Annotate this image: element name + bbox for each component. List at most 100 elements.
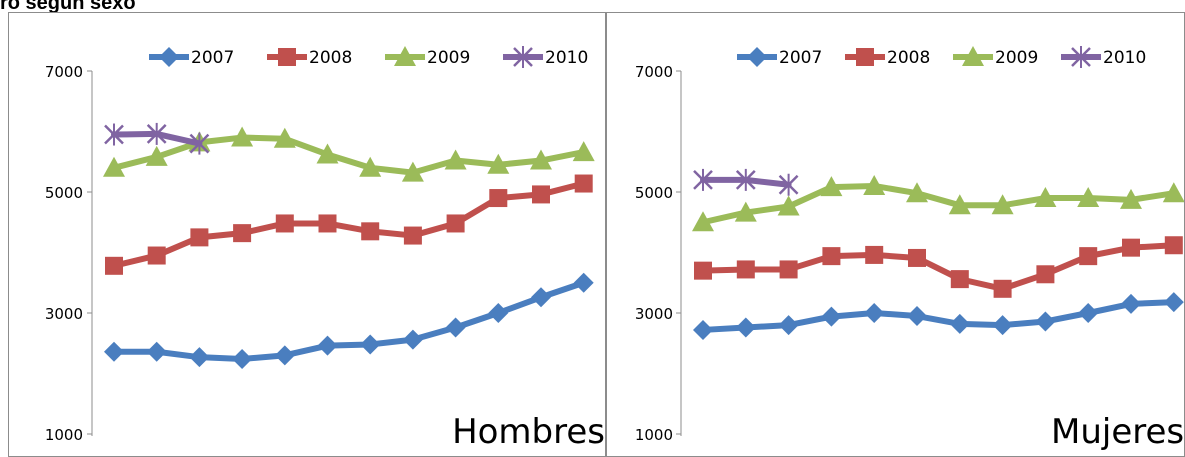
data-point-2007-7: [360, 334, 381, 355]
legend-label-2008: 2008: [309, 48, 352, 68]
data-point-2009-7: [359, 156, 382, 177]
line-chart-hombres: 7000 5000 3000 1000 2007 2008 2009 2010: [45, 46, 595, 444]
data-point-2009-2: [145, 145, 168, 166]
data-point-2008-7: [361, 222, 380, 241]
legend-label-2009: 2009: [427, 48, 470, 68]
data-point-2008-12: [574, 174, 593, 193]
legend-label-2008: 2008: [887, 48, 930, 68]
data-point-2009-7: [948, 194, 971, 215]
data-point-2008-11: [1122, 238, 1140, 257]
data-point-2009-9: [444, 149, 467, 170]
data-point-2007-4: [821, 306, 842, 327]
data-point-2009-4: [231, 126, 254, 147]
data-point-2009-12: [572, 141, 595, 162]
line-chart-mujeres: 7000 5000 3000 1000 2007 2008 2009 2010: [635, 46, 1184, 444]
y-tick-label: 5000: [635, 184, 673, 202]
data-point-2007-12: [1163, 292, 1184, 313]
legend-label-2010: 2010: [1103, 48, 1146, 68]
data-point-2008-10: [1079, 247, 1098, 266]
data-point-2007-1: [104, 341, 124, 362]
data-point-2008-1: [105, 256, 123, 275]
data-point-2009-6: [316, 143, 339, 164]
legend-label-2010: 2010: [545, 48, 588, 68]
data-point-2008-5: [275, 214, 294, 233]
data-point-2009-6: [906, 182, 928, 203]
legend-marker-2008: [278, 48, 296, 66]
data-point-2007-11: [1121, 293, 1141, 314]
data-point-2009-10: [1077, 187, 1100, 208]
data-point-2009-5: [273, 127, 296, 148]
data-point-2009-8: [991, 194, 1014, 215]
data-point-2007-6: [317, 335, 338, 356]
data-point-2009-9: [1034, 187, 1057, 208]
y-tick-label: 7000: [635, 63, 673, 81]
data-point-2007-9: [445, 317, 466, 338]
data-point-2008-4: [822, 247, 841, 266]
data-point-2009-11: [1120, 188, 1142, 209]
legend-marker-2007: [747, 47, 767, 67]
legend-marker-2007: [159, 47, 179, 67]
series-line-2009: [700, 182, 1177, 226]
data-point-2008-9: [1036, 265, 1055, 284]
data-point-2008-4: [233, 224, 252, 243]
data-point-2008-9: [446, 214, 465, 233]
data-point-2007-10: [1078, 303, 1099, 323]
data-point-2008-12: [1164, 236, 1183, 255]
data-point-2008-5: [865, 245, 884, 264]
data-point-2008-7: [950, 270, 969, 289]
data-point-2007-12: [573, 272, 594, 293]
data-point-2008-6: [908, 248, 926, 267]
data-point-2007-6: [907, 306, 927, 327]
series-line-2007: [111, 279, 587, 362]
data-point-2008-8: [403, 226, 422, 245]
y-tick-label: 5000: [45, 184, 83, 202]
data-point-2009-4: [820, 176, 843, 197]
legend-marker-2009: [962, 46, 984, 66]
legend-marker-2010: [1071, 46, 1091, 68]
legend-marker-2008: [856, 48, 874, 66]
data-point-2008-2: [736, 260, 755, 279]
legend-marker-2009: [394, 46, 416, 66]
data-point-2010-3: [778, 173, 799, 196]
data-point-2007-8: [402, 329, 423, 350]
data-point-2008-2: [147, 246, 166, 265]
data-point-2007-5: [864, 303, 885, 323]
legend-label-2007: 2007: [191, 48, 234, 68]
panel-label-mujeres: Mujeres: [1051, 412, 1185, 452]
data-point-2007-7: [949, 313, 970, 334]
data-point-2008-8: [993, 279, 1012, 298]
legend-label-2009: 2009: [995, 48, 1038, 68]
data-point-2007-5: [274, 345, 295, 366]
series-line-2007: [700, 299, 1177, 333]
data-point-2007-4: [232, 348, 253, 369]
legend-label-2007: 2007: [779, 48, 822, 68]
legend-marker-2010: [513, 46, 533, 68]
y-tick-label: 1000: [635, 426, 673, 444]
data-point-2007-9: [1035, 311, 1056, 332]
data-point-2007-2: [146, 341, 167, 362]
data-point-2007-2: [735, 317, 756, 338]
y-tick-label: 3000: [45, 305, 83, 323]
data-point-2008-6: [318, 214, 337, 233]
data-point-2009-8: [401, 161, 424, 182]
data-point-2008-10: [489, 189, 508, 208]
data-point-2008-3: [779, 260, 798, 279]
data-point-2009-1: [692, 211, 714, 232]
data-point-2010-1: [693, 168, 713, 191]
y-tick-label: 1000: [45, 426, 83, 444]
data-point-2009-5: [863, 174, 886, 195]
data-point-2007-8: [992, 315, 1013, 336]
data-point-2009-12: [1162, 182, 1184, 203]
series-line-2008: [111, 180, 587, 269]
data-point-2009-1: [103, 156, 125, 177]
chart-panel-hombres: 7000 5000 3000 1000 2007 2008 2009 2010 Hombres: [8, 12, 606, 457]
data-point-2009-3: [777, 195, 800, 216]
chart-panel-mujeres: 7000 5000 3000 1000 2007 2008 2009 2010 Mujeres: [606, 12, 1185, 457]
data-point-2007-3: [778, 315, 799, 336]
data-point-2010-3: [189, 132, 210, 155]
data-point-2008-3: [190, 228, 209, 247]
data-point-2009-11: [530, 149, 552, 170]
data-point-2009-2: [734, 201, 757, 222]
data-point-2010-1: [104, 123, 124, 146]
data-point-2007-11: [531, 287, 551, 308]
